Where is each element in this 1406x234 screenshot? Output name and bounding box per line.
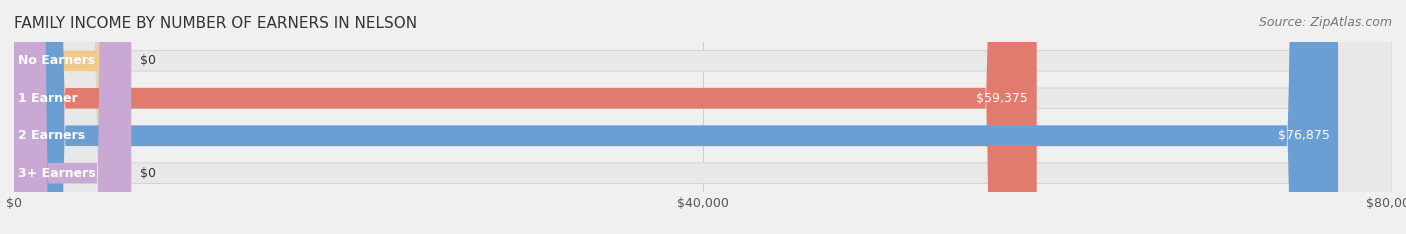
FancyBboxPatch shape (14, 0, 1392, 234)
FancyBboxPatch shape (14, 0, 1036, 234)
FancyBboxPatch shape (14, 0, 1392, 234)
Text: FAMILY INCOME BY NUMBER OF EARNERS IN NELSON: FAMILY INCOME BY NUMBER OF EARNERS IN NE… (14, 16, 418, 31)
Text: 1 Earner: 1 Earner (17, 92, 77, 105)
FancyBboxPatch shape (14, 0, 1392, 234)
Text: 3+ Earners: 3+ Earners (17, 167, 96, 180)
Text: $0: $0 (139, 54, 156, 67)
Text: 2 Earners: 2 Earners (17, 129, 84, 142)
Text: Source: ZipAtlas.com: Source: ZipAtlas.com (1258, 16, 1392, 29)
FancyBboxPatch shape (14, 0, 131, 234)
Text: No Earners: No Earners (17, 54, 94, 67)
FancyBboxPatch shape (14, 0, 131, 234)
FancyBboxPatch shape (14, 0, 1339, 234)
Text: $76,875: $76,875 (1278, 129, 1330, 142)
Text: $59,375: $59,375 (976, 92, 1028, 105)
Text: $0: $0 (139, 167, 156, 180)
FancyBboxPatch shape (14, 0, 1392, 234)
